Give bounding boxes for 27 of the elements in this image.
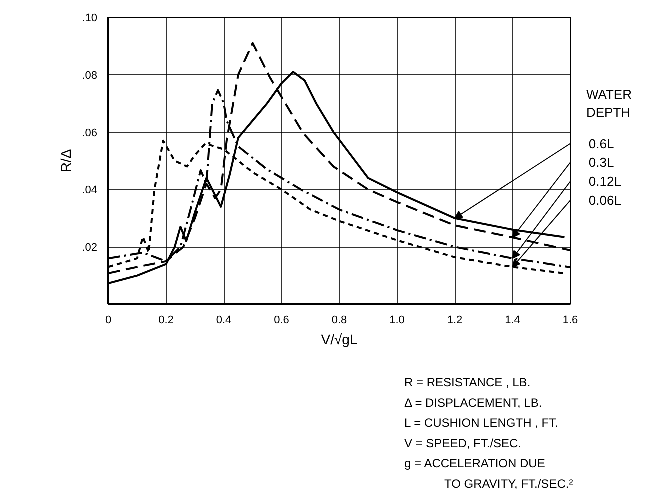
x-tick-label: 1.4 bbox=[505, 314, 520, 326]
x-tick-label: 1.2 bbox=[447, 314, 463, 326]
x-axis-title: V/√gL bbox=[321, 332, 358, 348]
x-tick-label: 0.6 bbox=[274, 314, 290, 326]
y-tick-label: .10 bbox=[82, 12, 98, 24]
x-tick-label: 0.4 bbox=[216, 314, 232, 326]
x-tick-label: 0.8 bbox=[332, 314, 348, 326]
y-tick-label: .02 bbox=[82, 242, 98, 254]
y-axis-title: R/Δ bbox=[58, 149, 74, 173]
text: g = ACCELERATION DUE bbox=[404, 456, 546, 471]
y-tick-label: .08 bbox=[82, 70, 98, 82]
legend-title: WATER DEPTH bbox=[586, 87, 632, 120]
y-tick-label: .04 bbox=[82, 184, 98, 197]
text: 0.6L bbox=[588, 136, 614, 152]
x-tick-label: 1.0 bbox=[390, 314, 405, 326]
y-tick-label: .06 bbox=[82, 127, 98, 140]
text: L = CUSHION LENGTH , FT. bbox=[404, 416, 558, 430]
x-tick-label: 1.6 bbox=[562, 314, 578, 326]
x-tick-label: 0 bbox=[105, 314, 112, 326]
text: V = SPEED, FT./SEC. bbox=[404, 436, 522, 450]
text: TO GRAVITY, FT./SEC.² bbox=[444, 477, 574, 491]
x-tick-label: 0.2 bbox=[158, 314, 174, 326]
text: R = RESISTANCE , LB. bbox=[404, 376, 531, 390]
text: Δ = DISPLACEMENT, LB. bbox=[404, 396, 542, 410]
text: 0.3L bbox=[588, 155, 614, 170]
text: 0.06L bbox=[588, 193, 622, 208]
text: 0.12L bbox=[588, 174, 622, 190]
